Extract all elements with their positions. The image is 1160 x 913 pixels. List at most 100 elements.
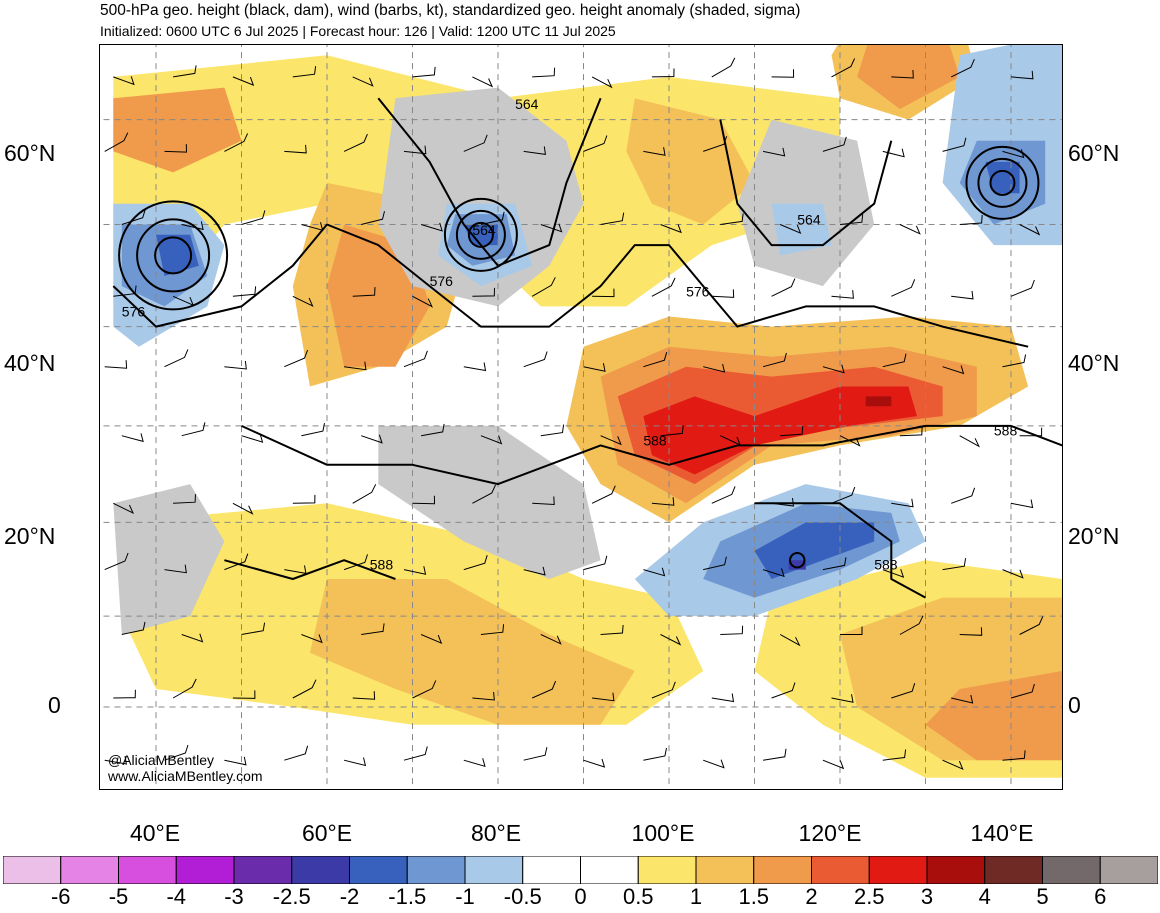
wind-barb xyxy=(352,76,374,87)
colorbar-swatch-18 xyxy=(1042,856,1101,884)
wind-barb xyxy=(959,627,983,636)
wind-barb xyxy=(403,145,427,155)
wind-barb xyxy=(583,135,608,152)
wind-barb xyxy=(942,759,964,771)
colorbar-label: 6 xyxy=(1094,884,1107,909)
colorbar-swatch-17 xyxy=(984,856,1043,884)
wind-barb xyxy=(480,435,503,445)
wind-barb xyxy=(839,435,861,447)
lat-label-left-40n: 40°N xyxy=(4,350,56,376)
wind-barb xyxy=(113,285,137,297)
colorbar-swatch-12 xyxy=(695,856,755,884)
anomaly-region-6 xyxy=(857,45,960,109)
wind-barb xyxy=(592,692,615,702)
closed-low-contour xyxy=(977,157,1028,208)
wind-barb xyxy=(403,746,428,761)
colorbar-label: 0 xyxy=(574,884,587,909)
colorbar xyxy=(3,856,1158,884)
colorbar-swatch-10 xyxy=(580,856,639,884)
wind-barb xyxy=(403,350,428,368)
wind-barb xyxy=(651,277,676,297)
wind-barb xyxy=(583,758,606,768)
wind-barb xyxy=(241,210,266,225)
wind-barb xyxy=(284,349,309,368)
wind-barb xyxy=(412,295,433,308)
wind-barb xyxy=(292,295,314,307)
wind-barb xyxy=(959,435,981,448)
wind-barb xyxy=(164,564,187,574)
colorbar-label: -3 xyxy=(224,884,244,909)
wind-barb xyxy=(762,352,787,368)
lat-label-right-40n: 40°N xyxy=(1068,350,1120,376)
wind-barb xyxy=(703,759,725,769)
wind-barb xyxy=(113,689,136,699)
wind-barb xyxy=(950,58,975,78)
wind-barb xyxy=(232,286,257,297)
wind-barb xyxy=(763,748,787,761)
wind-barb xyxy=(531,277,556,297)
contour-label-9: 588 xyxy=(874,557,898,573)
wind-barb xyxy=(720,435,742,446)
anomaly-region-34 xyxy=(788,560,806,570)
wind-barb xyxy=(600,624,624,635)
wind-barb xyxy=(899,426,923,437)
wind-barb xyxy=(780,224,802,235)
colorbar-label: -6 xyxy=(50,884,71,909)
wind-barb xyxy=(891,498,914,508)
wind-barb xyxy=(104,132,129,152)
wind-barb xyxy=(882,148,905,158)
colorbar-label: -1.5 xyxy=(388,884,427,909)
contour-label-5: 576 xyxy=(686,283,710,299)
wind-barb xyxy=(840,626,863,635)
closed-low-contour xyxy=(136,218,211,293)
closed-low-contour xyxy=(118,200,229,311)
wind-barb xyxy=(703,136,728,152)
wind-barb xyxy=(1002,149,1025,159)
contour-label-4: 576 xyxy=(122,304,146,320)
wind-barb xyxy=(643,747,667,761)
wind-barb xyxy=(711,486,736,504)
wind-barb xyxy=(1019,224,1041,236)
credit-website[interactable]: www.AliciaMBentley.com xyxy=(108,768,263,784)
wind-barb xyxy=(540,634,562,645)
wind-barb xyxy=(232,502,254,515)
wind-barb xyxy=(172,295,195,307)
closed-low-contour xyxy=(455,209,506,260)
wind-barb xyxy=(343,554,368,571)
anomaly-region-4 xyxy=(113,87,242,173)
wind-barb xyxy=(181,422,206,437)
lat-label-left-20n: 20°N xyxy=(4,523,56,549)
map-panel[interactable]: 564 564 564 576 576 576 588 588 588 588 xyxy=(99,44,1063,790)
wind-barb xyxy=(1010,683,1035,699)
wind-barb xyxy=(951,694,974,704)
wind-barb xyxy=(780,426,804,437)
wind-barb xyxy=(583,363,606,372)
wind-barb xyxy=(720,625,744,635)
wind-barb xyxy=(292,494,316,504)
contour-label-2: 564 xyxy=(797,212,821,228)
wind-barb xyxy=(951,487,976,504)
wind-barb xyxy=(292,679,317,699)
closed-low-contour xyxy=(154,236,193,275)
colorbar-swatch-8 xyxy=(464,856,524,884)
colorbar-swatch-5 xyxy=(291,856,350,884)
colorbar-label: 1.5 xyxy=(738,884,770,909)
wind-barb xyxy=(284,565,307,575)
wind-barb xyxy=(472,76,494,88)
wind-barb xyxy=(942,558,967,571)
wind-barb xyxy=(472,484,496,504)
lon-label-80e: 80°E xyxy=(470,820,522,846)
anomaly-region-26 xyxy=(463,224,498,246)
colorbar-label: -2.5 xyxy=(272,884,311,909)
anomaly-region-33 xyxy=(754,522,875,579)
wind-barb xyxy=(121,209,146,225)
lon-label-140e: 140°E xyxy=(970,820,1034,846)
wind-barb xyxy=(643,567,666,577)
wind-barb xyxy=(1002,569,1024,579)
wind-barb xyxy=(301,222,324,231)
wind-barb xyxy=(181,633,204,643)
colorbar-swatch-3 xyxy=(175,856,235,884)
colorbar-swatch-13 xyxy=(753,856,812,884)
wind-barb xyxy=(1019,427,1043,437)
wind-barb xyxy=(224,756,247,766)
